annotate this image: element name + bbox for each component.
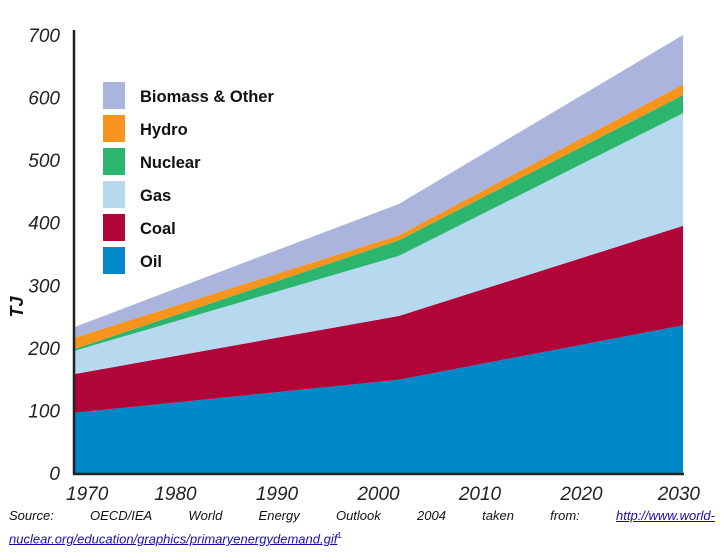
source-line-2: nuclear.org/education/graphics/primaryen… (9, 526, 715, 549)
x-tick-label: 1980 (154, 484, 197, 505)
area-biomass-other (74, 35, 683, 338)
legend-label: Coal (140, 220, 176, 238)
x-tick-label: 1970 (66, 484, 109, 505)
source-word: OECD/IEA (90, 508, 153, 523)
source-word: Energy (258, 508, 300, 523)
source-link[interactable]: http://www.world- (616, 508, 715, 523)
legend-label: Nuclear (140, 154, 201, 172)
area-series-group (74, 35, 683, 473)
y-tick-label: 200 (27, 339, 60, 360)
legend-swatch (103, 82, 125, 109)
x-axis-ticks: 1970 1980 1990 2000 2010 2020 2030 (66, 484, 700, 505)
source-word: 2004 (417, 508, 446, 523)
source-word: Outlook (335, 508, 381, 523)
source-word: taken (482, 508, 514, 523)
y-tick-label: 600 (28, 89, 60, 110)
x-tick-label: 2030 (657, 484, 701, 505)
x-tick-label: 1990 (256, 484, 299, 505)
source-line-1: Source: OECD/IEA World Energy Outlook 2004 tak… (9, 506, 715, 526)
area-coal (74, 225, 683, 413)
x-tick-label: 2020 (559, 484, 603, 505)
legend-swatch (103, 214, 125, 241)
y-axis-label: TJ (7, 296, 27, 318)
source-citation: Source: OECD/IEA World Energy Outlook 2004 tak… (9, 506, 715, 549)
y-tick-label: 100 (28, 401, 60, 422)
y-tick-label: 700 (28, 26, 60, 47)
y-tick-label: 300 (28, 276, 60, 297)
legend-swatch (103, 115, 125, 142)
legend-label: Biomass & Other (140, 88, 274, 106)
y-axis-ticks: 0 100 200 300 400 500 600 700 (27, 26, 60, 485)
legend-label: Oil (140, 253, 162, 271)
legend-swatch (103, 247, 125, 274)
legend-label: Hydro (140, 121, 188, 139)
legend-label: Gas (140, 187, 171, 205)
x-tick-label: 2000 (356, 484, 400, 505)
legend-swatch (103, 181, 125, 208)
source-word: from: (550, 508, 580, 523)
x-tick-label: 2010 (458, 484, 502, 505)
legend-swatch (103, 148, 125, 175)
area-oil (74, 325, 683, 473)
footnote-marker: 1 (337, 531, 342, 540)
y-tick-label: 500 (28, 151, 60, 172)
y-tick-label: 0 (49, 464, 60, 485)
source-link-continuation[interactable]: nuclear.org/education/graphics/primaryen… (9, 531, 338, 547)
area-hydro (74, 84, 683, 350)
y-tick-label: 400 (28, 214, 60, 235)
area-gas (74, 113, 683, 375)
source-word: Source: (9, 508, 54, 523)
source-word: World (188, 508, 223, 523)
legend: Biomass & Other Hydro Nuclear Gas Coal Oil (103, 82, 274, 274)
